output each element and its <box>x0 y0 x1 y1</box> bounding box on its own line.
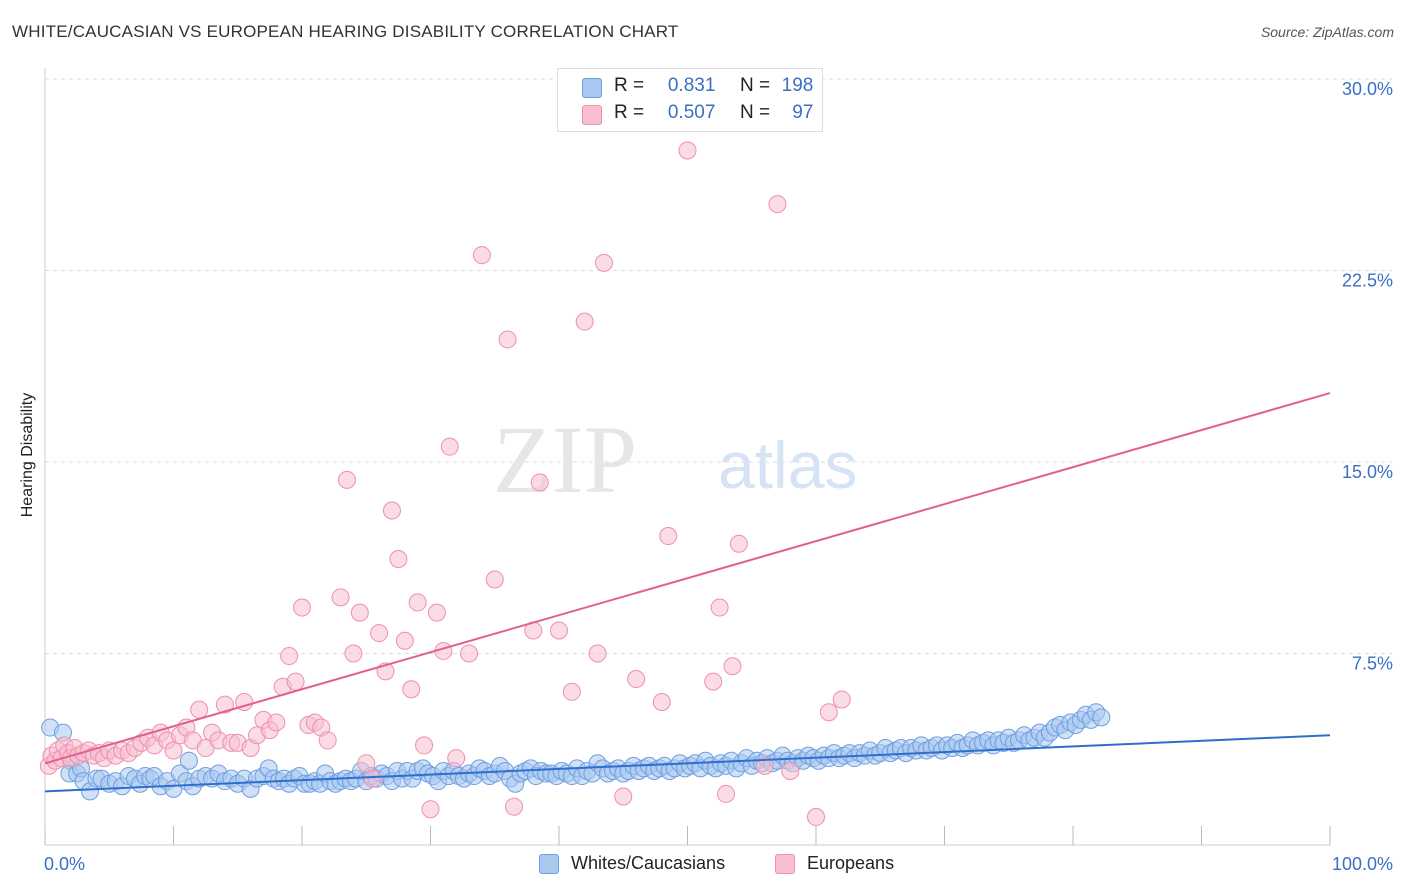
data-point-europeans <box>370 624 389 643</box>
legend-swatch-whites <box>582 78 602 98</box>
data-point-europeans <box>704 672 723 691</box>
x-tick-label: 100.0% <box>1332 854 1393 874</box>
bottom-legend-label-whites: Whites/Caucasians <box>571 853 726 873</box>
data-point-europeans <box>215 695 234 714</box>
data-point-europeans <box>318 731 337 750</box>
data-point-whites <box>179 751 198 770</box>
legend-r-label: R = <box>614 102 645 123</box>
legend-r-value-whites: 0.831 <box>667 75 716 96</box>
data-point-europeans <box>357 754 376 773</box>
axes <box>44 68 1331 846</box>
data-point-europeans <box>363 769 382 788</box>
data-point-europeans <box>768 195 787 214</box>
data-point-europeans <box>588 644 607 663</box>
data-point-europeans <box>164 741 183 760</box>
data-point-europeans <box>395 631 414 650</box>
legend-n-value-whites: 198 <box>781 75 814 96</box>
data-point-europeans <box>832 690 851 709</box>
data-point-europeans <box>550 621 568 640</box>
data-point-europeans <box>447 749 466 768</box>
data-point-europeans <box>485 570 504 589</box>
data-point-europeans <box>819 703 838 722</box>
trend-line-whites <box>44 734 1331 793</box>
bottom-legend-label-europeans: Europeans <box>807 853 895 873</box>
data-point-europeans <box>729 534 748 553</box>
legend-r-label: R = <box>614 75 645 96</box>
data-point-europeans <box>562 682 581 701</box>
data-point-europeans <box>575 312 594 331</box>
data-point-europeans <box>331 588 350 607</box>
x-tick-label: 0.0% <box>44 854 85 874</box>
data-point-europeans <box>530 473 549 492</box>
data-point-europeans <box>755 756 774 775</box>
y-tick-label: 7.5% <box>1352 654 1393 674</box>
data-point-europeans <box>627 670 646 689</box>
data-point-europeans <box>190 700 209 719</box>
data-point-europeans <box>344 644 363 663</box>
bottom-legend-swatch-europeans <box>775 854 795 874</box>
data-point-europeans <box>807 807 825 826</box>
data-point-europeans <box>505 797 524 816</box>
data-point-europeans <box>659 527 678 546</box>
data-point-europeans <box>293 598 311 617</box>
data-point-europeans <box>408 593 427 612</box>
data-point-europeans <box>267 713 286 732</box>
data-point-europeans <box>498 330 517 349</box>
data-point-europeans <box>440 437 459 456</box>
data-point-europeans <box>427 603 446 622</box>
bottom-legend-swatch-whites <box>539 854 559 874</box>
x-tick-labels: 0.0% 100.0% <box>44 854 1393 874</box>
data-point-europeans <box>350 603 369 622</box>
data-point-europeans <box>415 736 434 755</box>
y-tick-labels: 7.5% 15.0% 22.5% 30.0% <box>1342 79 1393 674</box>
y-tick-label: 22.5% <box>1342 271 1393 291</box>
trend-line-europeans <box>44 392 1331 765</box>
data-point-europeans <box>421 800 440 819</box>
data-point-europeans <box>717 784 736 803</box>
watermark-atlas: atlas <box>718 428 857 502</box>
legend-r-value-europeans: 0.507 <box>667 102 716 123</box>
data-point-europeans <box>652 693 671 712</box>
data-point-europeans <box>614 787 633 806</box>
y-tick-label: 15.0% <box>1342 462 1393 482</box>
gridlines <box>45 78 1392 654</box>
watermark-zip: ZIP <box>493 406 637 513</box>
data-point-europeans <box>402 680 421 699</box>
data-point-europeans <box>382 501 401 520</box>
trend-lines <box>44 392 1331 793</box>
y-tick-label: 30.0% <box>1342 79 1393 99</box>
data-point-europeans <box>286 672 305 691</box>
data-point-europeans <box>710 598 729 617</box>
data-point-europeans <box>460 644 479 663</box>
legend-swatch-europeans <box>582 105 602 125</box>
chart-title: WHITE/CAUCASIAN VS EUROPEAN HEARING DISA… <box>12 22 679 41</box>
data-point-europeans <box>781 761 800 780</box>
data-point-europeans <box>472 246 491 265</box>
legend-n-label: N = <box>739 75 771 96</box>
data-point-europeans <box>678 141 697 160</box>
legend-n-value-europeans: 97 <box>792 102 814 123</box>
data-point-europeans <box>280 647 299 666</box>
data-point-whites <box>1092 708 1111 727</box>
data-point-europeans <box>389 550 408 569</box>
data-point-europeans <box>337 470 356 489</box>
legend-n-label: N = <box>739 102 771 123</box>
series-europeans-points <box>39 141 851 826</box>
legend-box: R = 0.831 N = 198 R = 0.507 N = 97 <box>557 68 823 132</box>
source-label: Source: ZipAtlas.com <box>1260 24 1394 40</box>
data-point-europeans <box>594 253 613 272</box>
data-point-europeans <box>723 657 742 676</box>
